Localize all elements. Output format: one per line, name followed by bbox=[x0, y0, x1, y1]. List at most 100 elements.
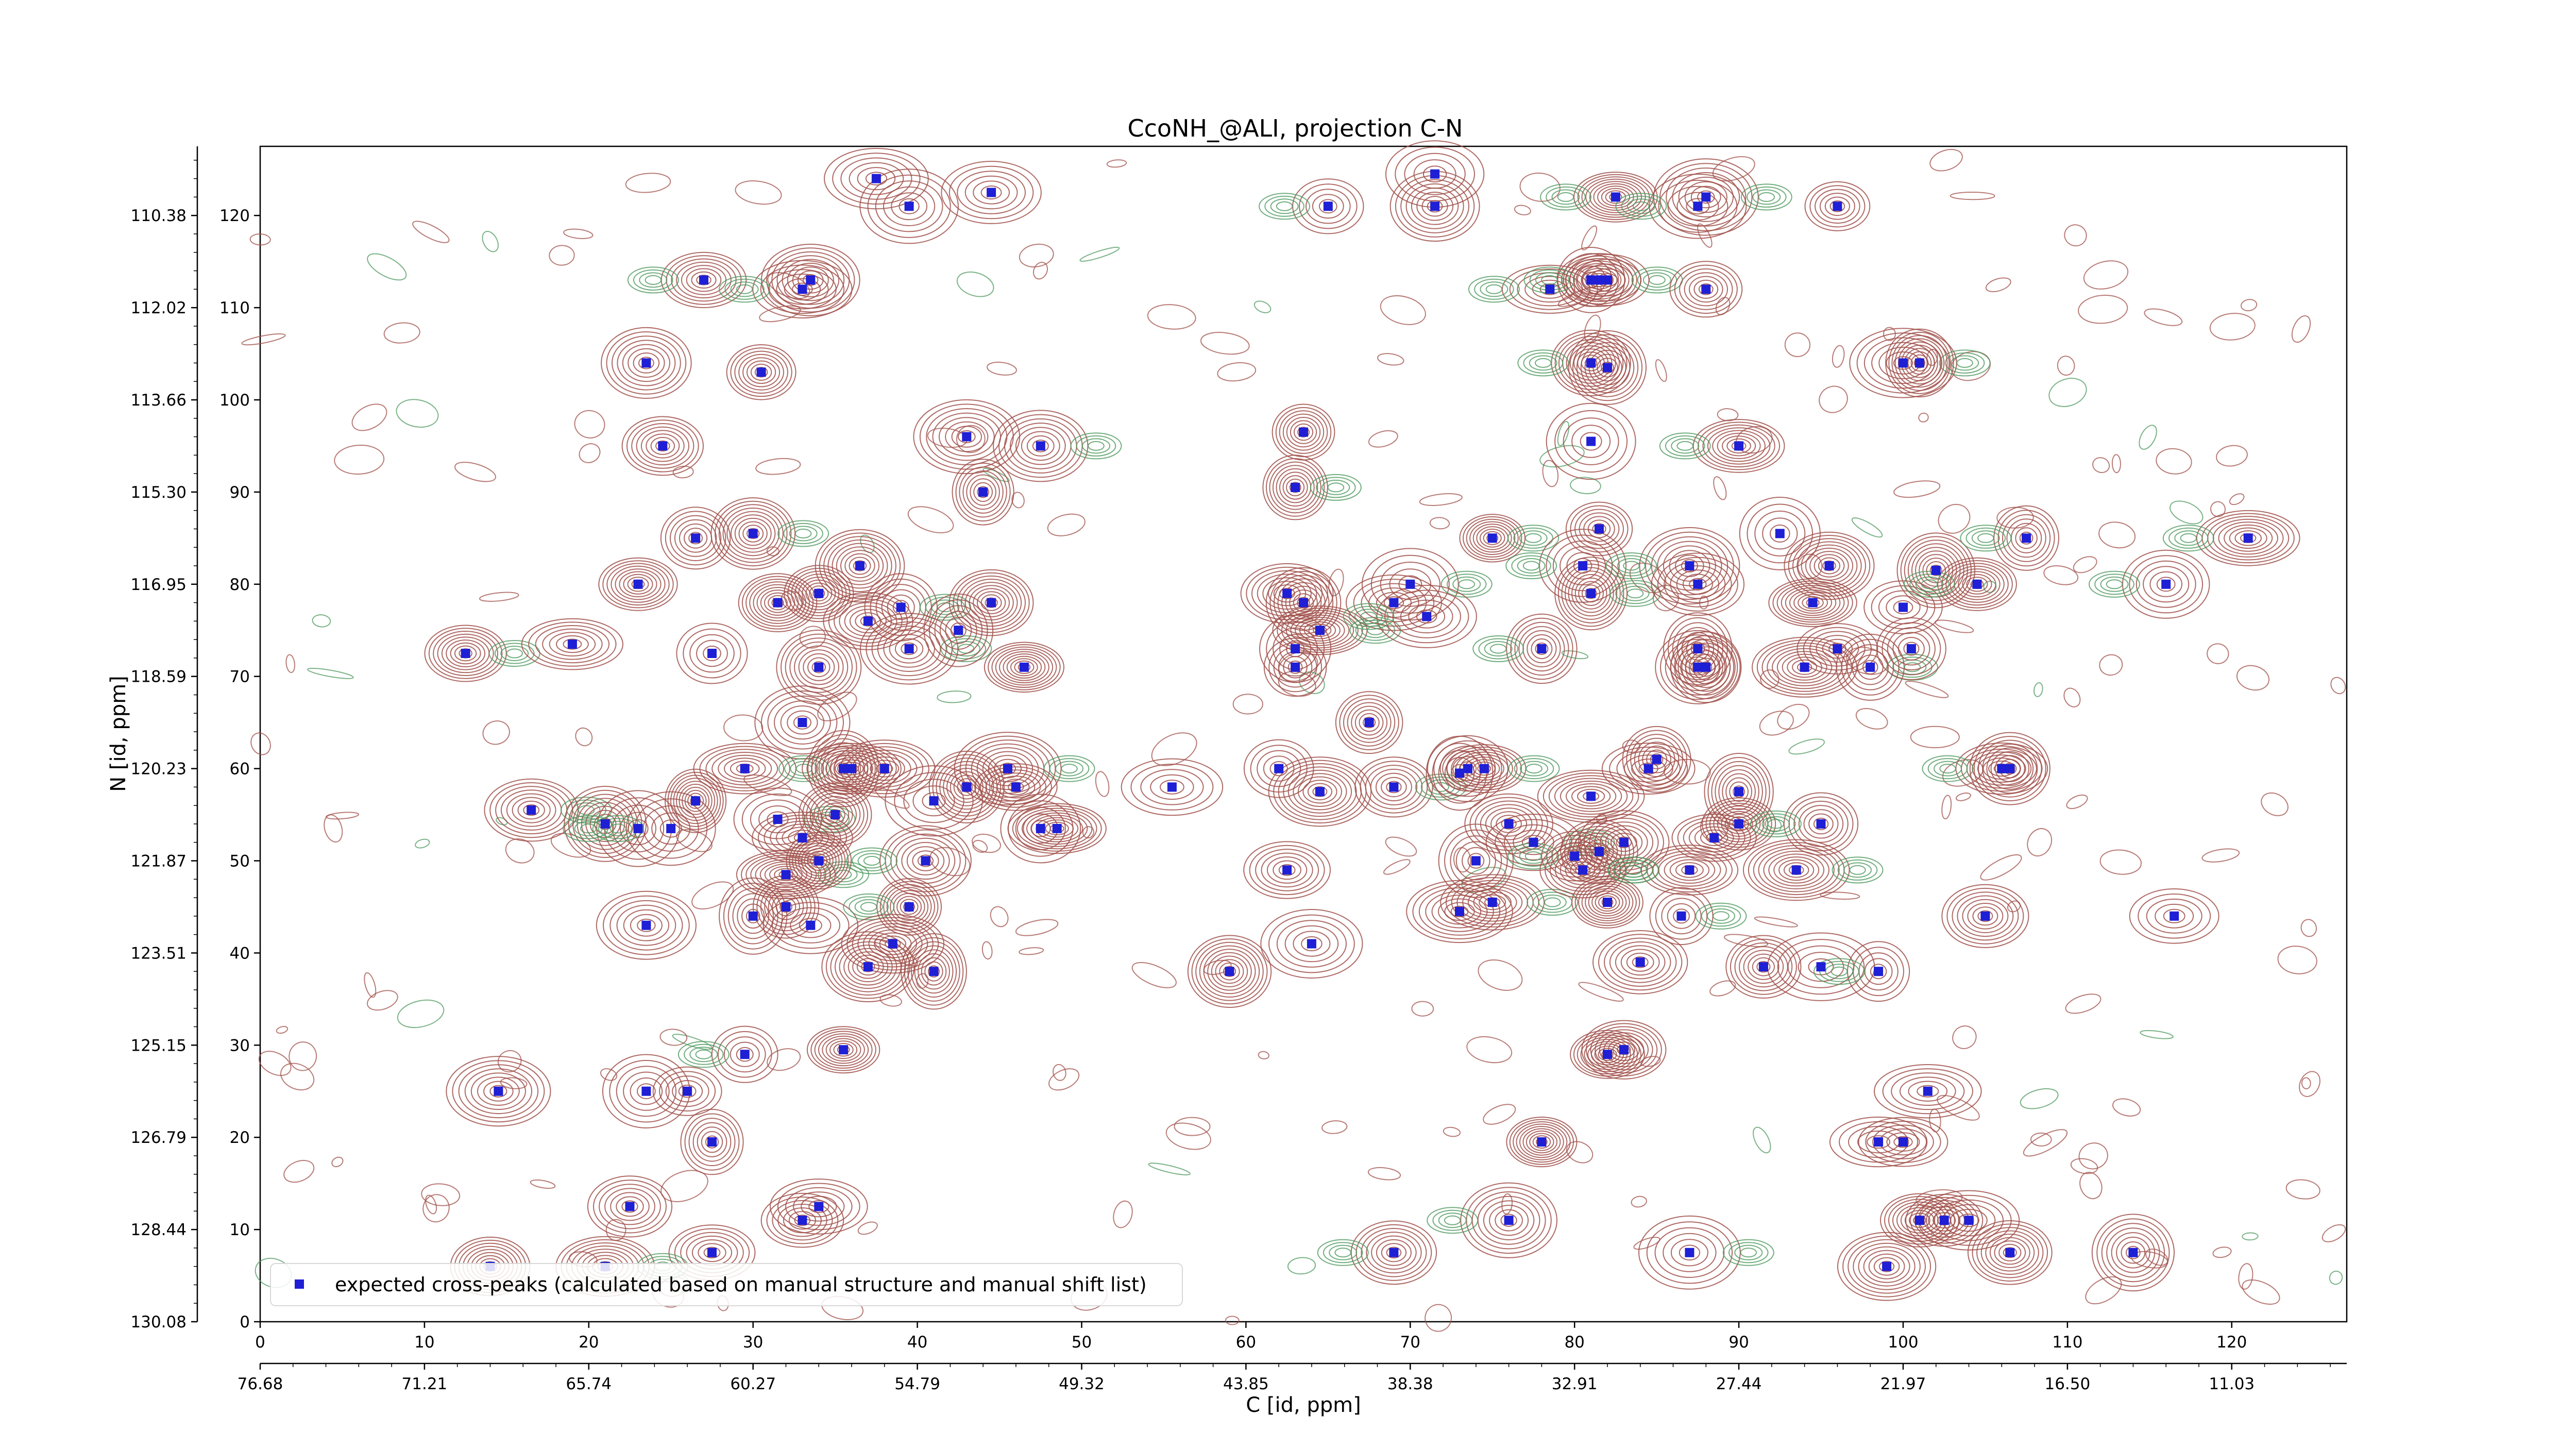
noise-contour bbox=[1321, 1120, 1348, 1134]
contour-ring bbox=[626, 419, 699, 473]
negative-contour-ring bbox=[1626, 588, 1644, 599]
contour-ring bbox=[1574, 878, 1640, 926]
contour-ring bbox=[1772, 580, 1853, 625]
negative-contour-ring bbox=[1458, 579, 1475, 589]
contour-ring bbox=[859, 169, 959, 244]
contour-ring bbox=[822, 1035, 865, 1064]
contour-ring bbox=[1557, 560, 1624, 627]
negative-contour-ring bbox=[1519, 848, 1548, 864]
noise-contour bbox=[2207, 643, 2229, 664]
negative-contour-ring bbox=[1752, 189, 1781, 205]
negative-contour-ring bbox=[789, 526, 818, 542]
negative-contour-ring bbox=[1621, 585, 1650, 601]
contour-ring bbox=[865, 172, 888, 186]
peak-contour bbox=[1651, 552, 1745, 616]
noise-contour bbox=[1929, 149, 1963, 172]
contour-ring bbox=[1516, 1123, 1568, 1160]
contour-ring bbox=[1910, 354, 1929, 372]
legend-label: expected cross-peaks (calculated based o… bbox=[335, 1273, 1147, 1296]
negative-contour-ring bbox=[1513, 527, 1553, 549]
expected-cross-peak bbox=[1914, 358, 1924, 368]
peak-contour bbox=[2091, 1214, 2175, 1292]
noise-contour bbox=[1053, 1064, 1066, 1081]
contour-ring bbox=[1784, 531, 1875, 600]
contour-ring bbox=[672, 1080, 703, 1103]
contour-ring bbox=[1681, 643, 1731, 692]
negative-contour-ring bbox=[1519, 530, 1548, 546]
contour-ring bbox=[1604, 937, 1677, 987]
noise-contour bbox=[1278, 651, 1318, 682]
negative-contour-ring bbox=[1526, 764, 1543, 774]
contour-ring bbox=[1705, 800, 1772, 848]
contour-ring bbox=[705, 749, 785, 788]
contour-ring bbox=[832, 543, 888, 589]
contour-ring bbox=[606, 331, 687, 395]
peak-contour bbox=[1967, 1220, 2053, 1285]
contour-ring bbox=[2224, 524, 2273, 552]
contour-ring bbox=[747, 360, 776, 384]
contour-ring bbox=[1748, 953, 1780, 980]
peak-contour bbox=[1670, 631, 1742, 703]
contour-ring bbox=[688, 532, 703, 545]
contour-ring bbox=[696, 639, 728, 667]
contour-ring bbox=[730, 1041, 760, 1067]
negative-contour-ring bbox=[494, 643, 535, 664]
contour-ring bbox=[1576, 338, 1639, 397]
noise-contour bbox=[2285, 1179, 2320, 1200]
contour-ring bbox=[1659, 163, 1753, 231]
contour-ring bbox=[680, 1108, 744, 1175]
contour-ring bbox=[673, 778, 718, 824]
noise-contour bbox=[879, 994, 902, 1007]
contour-ring bbox=[1671, 814, 1757, 862]
contour-ring bbox=[948, 165, 1034, 220]
contour-ring bbox=[1616, 750, 1681, 787]
contour-ring bbox=[620, 812, 656, 846]
contour-ring bbox=[688, 1118, 736, 1167]
expected-cross-peak bbox=[1874, 967, 1884, 976]
contour-ring bbox=[973, 588, 1010, 617]
contour-ring bbox=[1650, 753, 1664, 766]
negative-contour-ring bbox=[1611, 555, 1652, 577]
negative-contour-ring bbox=[1832, 856, 1884, 884]
contour-ring bbox=[1814, 554, 1845, 578]
contour-ring bbox=[711, 752, 778, 786]
contour-ring bbox=[637, 1083, 656, 1100]
contour-ring bbox=[1658, 179, 1738, 233]
contour-ring bbox=[528, 621, 617, 667]
contour-ring bbox=[1462, 885, 1523, 919]
peak-contour bbox=[1578, 810, 1670, 875]
noise-contour bbox=[364, 972, 377, 998]
contour-ring bbox=[1747, 503, 1814, 564]
contour-ring bbox=[2138, 894, 2211, 939]
expected-cross-peak bbox=[987, 598, 996, 608]
contour-ring bbox=[1690, 186, 1721, 209]
contour-ring bbox=[1722, 773, 1756, 811]
negative-contour-ring bbox=[1695, 902, 1747, 930]
contour-ring bbox=[742, 357, 781, 387]
contour-ring bbox=[903, 779, 964, 823]
negative-contour-ring bbox=[849, 896, 889, 918]
contour-ring bbox=[1585, 1023, 1662, 1076]
expected-cross-peak bbox=[1586, 275, 1596, 285]
contour-ring bbox=[1804, 181, 1871, 231]
peak-contour bbox=[596, 890, 697, 960]
contour-ring bbox=[1527, 634, 1557, 664]
x-ppm-tick-label: 71.21 bbox=[402, 1375, 448, 1393]
contour-ring bbox=[2136, 560, 2196, 608]
expected-cross-peak bbox=[888, 939, 897, 949]
expected-cross-peak bbox=[1595, 275, 1604, 285]
expected-cross-peak bbox=[1282, 588, 1292, 598]
negative-contour-ring bbox=[1722, 1239, 1774, 1266]
negative-contour-ring bbox=[1076, 435, 1116, 457]
negative-contour-ring bbox=[1327, 482, 1345, 493]
contour-ring bbox=[1632, 956, 1649, 968]
contour-ring bbox=[1678, 176, 1734, 217]
expected-cross-peak bbox=[954, 626, 963, 635]
contour-ring bbox=[1689, 276, 1723, 303]
contour-ring bbox=[1867, 1135, 1891, 1149]
contour-ring bbox=[1667, 186, 1728, 227]
negative-contour-ring bbox=[1546, 186, 1586, 208]
contour-ring bbox=[1592, 523, 1606, 535]
contour-ring bbox=[988, 644, 1061, 690]
expected-cross-peak bbox=[641, 358, 651, 368]
